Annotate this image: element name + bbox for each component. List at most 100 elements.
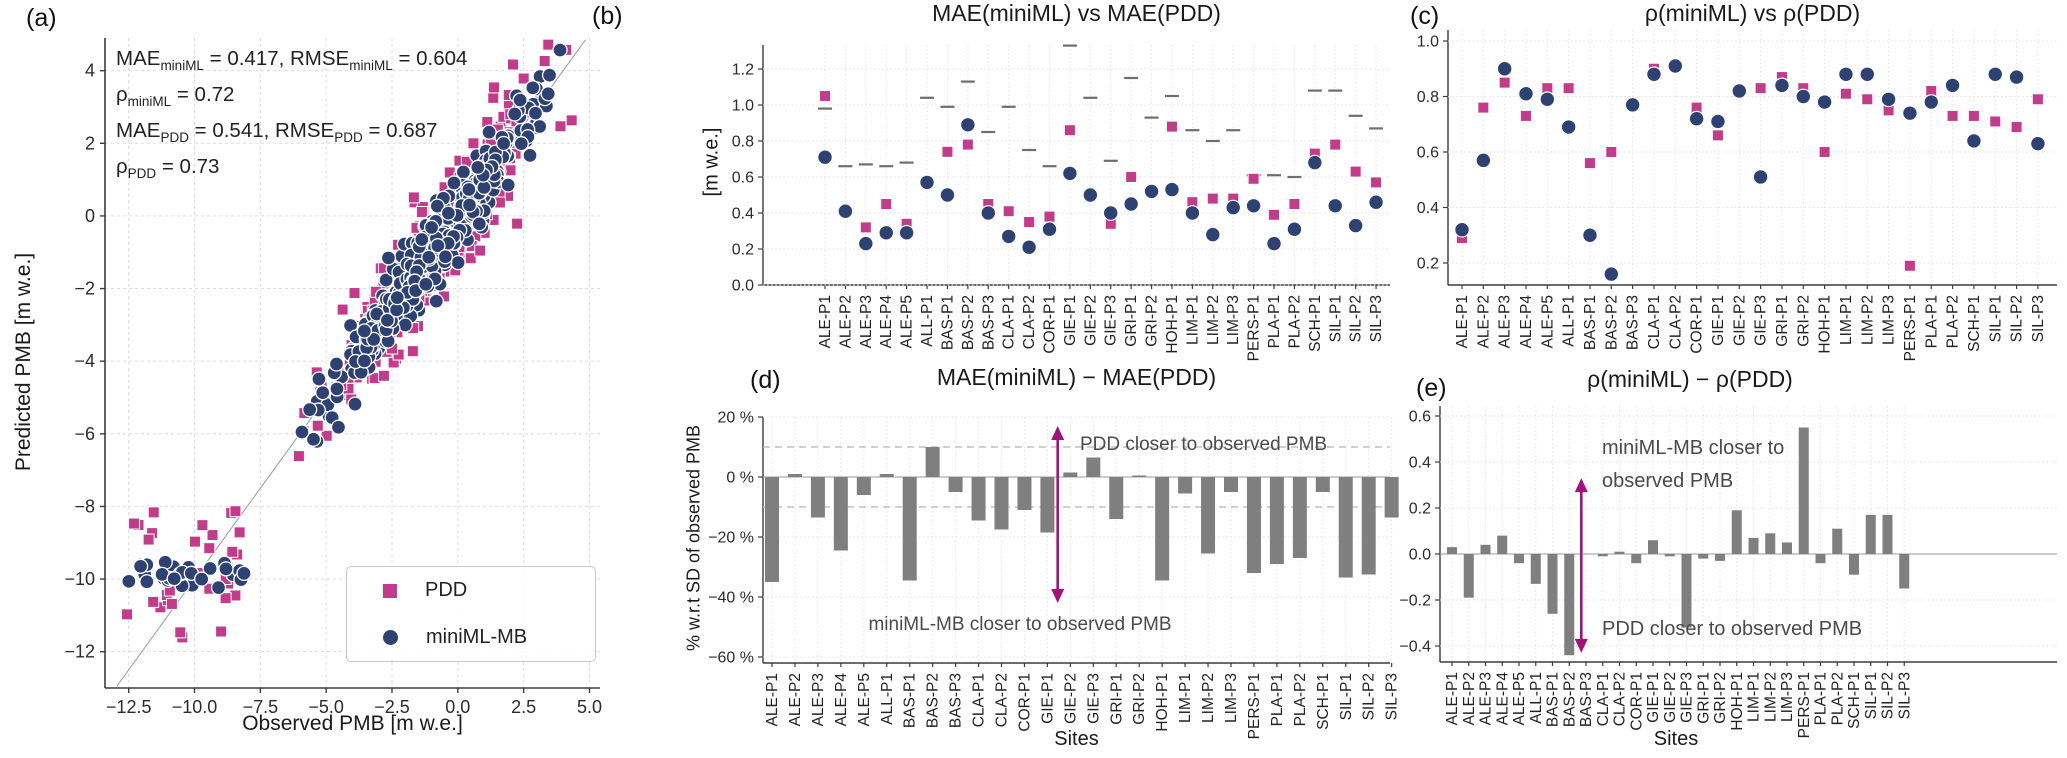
svg-text:PLA-P1: PLA-P1	[1813, 672, 1830, 725]
svg-text:ALE-P5: ALE-P5	[1511, 672, 1528, 725]
svg-text:20 %: 20 %	[718, 410, 754, 427]
svg-text:ALE-P5: ALE-P5	[1539, 295, 1556, 348]
svg-text:PLA-P2: PLA-P2	[1292, 673, 1309, 726]
svg-text:GIE-P3: GIE-P3	[1085, 673, 1102, 724]
svg-text:GRI-P2: GRI-P2	[1131, 673, 1148, 725]
svg-text:SIL-P2: SIL-P2	[2009, 295, 2026, 342]
svg-text:ALE-P1: ALE-P1	[1444, 672, 1461, 725]
svg-text:0.4: 0.4	[1417, 200, 1439, 217]
svg-text:0.4: 0.4	[1409, 455, 1431, 472]
svg-text:SIL-P1: SIL-P1	[1327, 295, 1344, 342]
svg-text:SIL-P2: SIL-P2	[1880, 672, 1897, 719]
svg-text:−7.5: −7.5	[243, 697, 279, 717]
svg-text:GIE-P2: GIE-P2	[1062, 673, 1079, 724]
svg-text:PERS-P1: PERS-P1	[1902, 295, 1919, 361]
legend-row-pdd: PDD	[347, 567, 595, 614]
svg-text:CLA-P2: CLA-P2	[994, 673, 1011, 727]
svg-text:0.2: 0.2	[732, 242, 754, 259]
svg-text:BAS-P1: BAS-P1	[939, 295, 956, 350]
panel-e-annotation-miniml-closer: miniML-MB closer to observed PMB	[1602, 437, 1785, 492]
svg-text:LIM-P3: LIM-P3	[1225, 295, 1242, 345]
legend-row-miniml: miniML-MB	[347, 614, 595, 661]
svg-text:−60 %: −60 %	[708, 650, 754, 667]
panel-e-annotation-pdd-closer: PDD closer to observed PMB	[1602, 618, 1863, 640]
svg-text:COR-P1: COR-P1	[1042, 295, 1059, 354]
panel-b-letter: (b)	[592, 2, 623, 30]
svg-text:GRI-P1: GRI-P1	[1108, 673, 1125, 725]
svg-text:GIE-P1: GIE-P1	[1039, 673, 1056, 724]
svg-text:LIM-P1: LIM-P1	[1838, 295, 1855, 345]
panel-e-x-axis-label: Sites	[1653, 728, 1699, 750]
panel-d-x-axis-label: Sites	[1054, 728, 1099, 750]
svg-text:GIE-P3: GIE-P3	[1753, 295, 1770, 346]
svg-text:GRI-P1: GRI-P1	[1695, 672, 1712, 724]
svg-text:CLA-P2: CLA-P2	[1667, 295, 1684, 349]
svg-text:PLA-P1: PLA-P1	[1269, 673, 1286, 726]
legend-label-miniml: miniML-MB	[426, 626, 528, 648]
panel-b-plot: ALE-P1 ALE-P2 ALE-P3 ALE-P4 ALE-P5 ALL-P1 BAS-…	[732, 44, 1390, 361]
svg-text:ALE-P2: ALE-P2	[837, 295, 854, 348]
panel-e-correlation-difference-bars: ALE-P1 ALE-P2 ALE-P3 ALE-P4 ALE-P5 ALL-P1 BAS-…	[1400, 362, 2067, 758]
legend-label-pdd: PDD	[425, 579, 468, 601]
panel-a-x-axis-label: Observed PMB [m w.e.]	[242, 712, 463, 735]
svg-text:ALE-P4: ALE-P4	[878, 295, 895, 349]
svg-text:ALE-P5: ALE-P5	[856, 673, 873, 726]
svg-text:SIL-P3: SIL-P3	[1896, 672, 1913, 719]
panel-b-y-axis-label: [m w.e.]	[700, 127, 723, 197]
panel-b-title: MAE(miniML) vs MAE(PDD)	[932, 0, 1221, 26]
svg-text:SIL-P3: SIL-P3	[1368, 295, 1385, 342]
miniml-circle-marker-icon	[383, 630, 398, 645]
svg-text:0.8: 0.8	[1417, 89, 1439, 106]
svg-text:1.0: 1.0	[1417, 34, 1439, 51]
svg-text:BAS-P3: BAS-P3	[1578, 672, 1595, 727]
svg-text:GRI-P1: GRI-P1	[1123, 295, 1140, 347]
panel-e-title: ρ(miniML) − ρ(PDD)	[1587, 366, 1793, 392]
svg-text:0: 0	[85, 206, 95, 226]
svg-text:ALE-P3: ALE-P3	[858, 295, 875, 348]
svg-text:GIE-P2: GIE-P2	[1731, 295, 1748, 346]
panel-e-letter: (e)	[1416, 374, 1447, 402]
panel-a-letter: (a)	[26, 4, 57, 32]
svg-text:0.2: 0.2	[1417, 256, 1439, 273]
svg-text:ALE-P1: ALE-P1	[764, 673, 781, 726]
svg-text:0.0: 0.0	[732, 278, 754, 295]
svg-text:HOH-P1: HOH-P1	[1817, 295, 1834, 354]
svg-text:1.2: 1.2	[732, 62, 754, 79]
svg-text:0.6: 0.6	[1417, 145, 1439, 162]
svg-text:COR-P1: COR-P1	[1016, 673, 1033, 732]
panel-e-plot: ALE-P1 ALE-P2 ALE-P3 ALE-P4 ALE-P5 ALL-P1 BAS-…	[1400, 406, 2057, 738]
svg-text:CLA-P1: CLA-P1	[1595, 672, 1612, 726]
svg-text:ALL-P1: ALL-P1	[1561, 295, 1578, 347]
svg-text:−6: −6	[74, 424, 95, 444]
svg-text:4: 4	[85, 61, 95, 81]
panel-d-annotation-pdd-closer: PDD closer to observed PMB	[1080, 434, 1328, 455]
svg-text:ALE-P4: ALE-P4	[1494, 672, 1511, 726]
svg-text:GRI-P1: GRI-P1	[1774, 295, 1791, 347]
svg-text:ALE-P4: ALE-P4	[1518, 295, 1535, 349]
panel-c-correlation-comparison-scatter: ALE-P1 ALE-P2 ALE-P3 ALE-P4 ALE-P5 ALL-P1 BAS-…	[1400, 0, 2067, 440]
svg-text:BAS-P1: BAS-P1	[902, 673, 919, 728]
svg-text:SCH-P1: SCH-P1	[1846, 672, 1863, 729]
svg-text:0.0: 0.0	[1409, 547, 1431, 564]
panel-d-letter: (d)	[750, 366, 781, 394]
svg-text:BAS-P2: BAS-P2	[1603, 295, 1620, 350]
panel-d-mae-difference-bars: ALE-P1 ALE-P2 ALE-P3 ALE-P4 ALE-P5 ALL-P1 BAS-…	[560, 362, 1401, 758]
svg-text:HOH-P1: HOH-P1	[1154, 673, 1171, 732]
svg-text:PLA-P1: PLA-P1	[1923, 295, 1940, 348]
svg-text:SIL-P3: SIL-P3	[1384, 673, 1400, 720]
panel-a-y-axis-label: Predicted PMB [m w.e.]	[12, 252, 35, 472]
svg-text:−5.0: −5.0	[308, 697, 344, 717]
svg-text:ALE-P2: ALE-P2	[787, 673, 804, 726]
svg-text:SIL-P1: SIL-P1	[1338, 673, 1355, 720]
svg-text:SIL-P2: SIL-P2	[1348, 295, 1365, 342]
svg-text:PLA-P1: PLA-P1	[1266, 295, 1283, 348]
svg-text:COR-P1: COR-P1	[1628, 672, 1645, 731]
svg-text:GIE-P1: GIE-P1	[1710, 295, 1727, 346]
svg-text:−2: −2	[74, 279, 95, 299]
panel-a-legend: PDD miniML-MB	[346, 566, 596, 662]
svg-text:0.6: 0.6	[732, 170, 754, 187]
svg-text:CLA-P1: CLA-P1	[1646, 295, 1663, 349]
panel-c-letter: (c)	[1410, 2, 1440, 30]
svg-text:ALE-P1: ALE-P1	[1454, 295, 1471, 348]
svg-text:ALE-P4: ALE-P4	[833, 673, 850, 727]
